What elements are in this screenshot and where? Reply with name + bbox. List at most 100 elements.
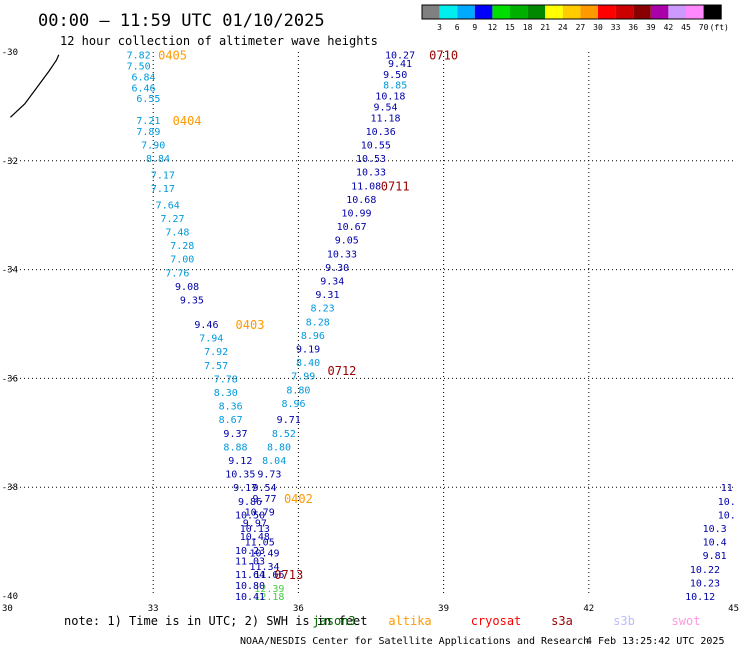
colorbar-label: 42	[664, 23, 674, 32]
wave-height-label: 8.40	[296, 358, 320, 369]
wave-height-label: 8.96	[282, 399, 306, 410]
wave-height-label: 11.64	[235, 570, 265, 581]
y-tick-label: -38	[2, 483, 18, 493]
colorbar-swatch	[510, 5, 528, 19]
wave-height-label: 11.66	[254, 570, 284, 581]
wave-height-label: 7.21	[136, 116, 160, 127]
wave-height-label: 8.36	[219, 402, 243, 413]
wave-height-label: 10.13	[240, 524, 270, 535]
wave-height-label: 9.34	[320, 276, 344, 287]
pass-labels: 0405 0404 0403 0402 0710 0711 0712 0713	[158, 49, 458, 583]
legend-entry-cryosat: cryosat	[471, 614, 522, 628]
colorbar-swatch	[668, 5, 686, 19]
wave-height-label: 10.27	[385, 51, 415, 62]
wave-height-label: 10.12	[685, 592, 715, 603]
colorbar-swatch	[492, 5, 510, 19]
wave-height-label: 9.31	[315, 290, 339, 301]
pass-label: 0710	[429, 49, 458, 63]
legend-entry-jason3: jason3	[312, 614, 355, 628]
wave-height-label: 7.76	[165, 268, 189, 279]
wave-height-label: 10.48	[240, 532, 270, 543]
wave-height-label: 12.39	[254, 584, 284, 595]
wave-height-label: 10.18	[375, 92, 405, 103]
wave-height-label: 8.84	[146, 154, 170, 165]
colorbar-label: 33	[611, 23, 621, 32]
wave-height-label: 9.77	[252, 494, 276, 505]
wave-height-label: 10.23	[235, 546, 265, 557]
colorbar-label: 70	[699, 23, 709, 32]
wave-height-label: 9.54	[252, 483, 276, 494]
wave-height-label: 9.12	[228, 456, 252, 467]
colorbar-swatch	[527, 5, 546, 19]
wave-height-label: 7.78	[214, 374, 238, 385]
coastline	[9, 54, 60, 118]
colorbar-label: 15	[505, 23, 515, 32]
wave-height-label: 10.80	[235, 581, 265, 592]
wave-height-label: 10.	[718, 497, 736, 508]
wave-height-label: 9.86	[238, 497, 262, 508]
footer-center: NOAA/NESDIS Center for Satellite Applica…	[240, 636, 589, 647]
wave-height-label: 9.37	[223, 429, 247, 440]
colorbar-label: 9	[472, 23, 477, 32]
wave-height-label: 10.	[718, 510, 736, 521]
legend-entry-swot: swot	[672, 614, 701, 628]
x-tick-label: 39	[438, 604, 449, 614]
wave-height-label: 8.30	[214, 388, 238, 399]
y-tick-label: -40	[2, 592, 18, 602]
colorbar-label: 45	[681, 23, 691, 32]
wave-height-label: 9.30	[325, 263, 349, 274]
colorbar-swatch	[562, 5, 581, 19]
colorbar-swatch	[686, 5, 704, 19]
wave-height-label: 10.49	[249, 548, 279, 559]
colorbar-label: 24	[558, 23, 568, 32]
x-tick-label: 42	[583, 604, 594, 614]
wave-height-label: 6.84	[131, 72, 155, 83]
wave-height-label: 10.23	[690, 578, 720, 589]
wave-height-label: 9.81	[703, 551, 727, 562]
wave-height-label: 9.08	[175, 282, 199, 293]
wave-height-label: 9.97	[243, 519, 267, 530]
colorbar-swatch	[474, 5, 493, 19]
y-tick-label: -34	[2, 266, 18, 276]
legend-entry-s3a: s3a	[551, 614, 573, 628]
wave-height-label: 8.88	[223, 442, 247, 453]
wave-height-label: 9.46	[194, 320, 218, 331]
pass-label: 0713	[274, 568, 303, 582]
colorbar-swatch	[598, 5, 616, 19]
wave-height-label: 10.68	[346, 195, 376, 206]
wave-height-label: 10.3	[703, 524, 727, 535]
pass-label: 0403	[236, 318, 265, 332]
colorbar-swatch	[457, 5, 475, 19]
axis-ticks: 30 33 36 39 42 45 -30 -32 -34 -36 -38 -40	[2, 48, 739, 614]
coastline-path	[9, 54, 60, 118]
chart-subtitle: 12 hour collection of altimeter wave hei…	[60, 34, 378, 48]
colorbar-swatch	[650, 5, 669, 19]
x-tick-label: 33	[148, 604, 159, 614]
wave-height-label: 8.28	[306, 317, 330, 328]
colorbar-unit: (ft)	[710, 23, 729, 32]
wave-height-label: 10.4	[703, 538, 727, 549]
wave-height-label: 9.17	[233, 483, 257, 494]
colorbar-swatch	[422, 5, 440, 19]
wave-height-label: 9.54	[373, 102, 397, 113]
colorbar-swatch	[439, 5, 458, 19]
wave-height-label: 7.99	[291, 372, 315, 383]
wave-height-label: 11.08	[351, 181, 381, 192]
footer-timestamp: 4 Feb 13:25:42 UTC 2025	[586, 636, 724, 647]
wave-height-values: 7.827.506.846.466.55 7.217.89 7.90 8.84 7.17…	[127, 51, 736, 603]
wave-height-label: 6.55	[136, 94, 160, 105]
wave-height-label: 11.03	[235, 557, 265, 568]
colorbar-label: 39	[646, 23, 656, 32]
wave-height-label: 9.35	[180, 296, 204, 307]
wave-height-label: 7.89	[136, 127, 160, 138]
wave-height-label: 7.17	[151, 170, 175, 181]
wave-height-label: 10.35	[225, 470, 255, 481]
wave-height-label: 10.99	[341, 208, 371, 219]
satellite-legend: jason3 altika cryosat s3a s3b swot	[312, 614, 700, 628]
wave-height-label: 10.53	[356, 154, 386, 165]
colorbar-label: 30	[593, 23, 603, 32]
wave-height-label: 12.18	[254, 592, 284, 603]
colorbar-label: 36	[628, 23, 638, 32]
colorbar-label: 12	[488, 23, 498, 32]
